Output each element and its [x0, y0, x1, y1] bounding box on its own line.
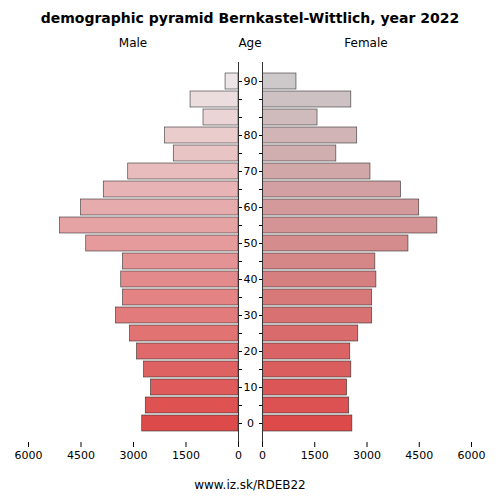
- svg-text:4500: 4500: [405, 449, 433, 462]
- svg-text:1500: 1500: [172, 449, 200, 462]
- html-text:www.iz.sk/RDEB22: www.iz.sk/RDEB22: [194, 478, 306, 492]
- html-text:Female: Female: [344, 36, 388, 50]
- svg-text:3000: 3000: [353, 449, 381, 462]
- svg-text:30: 30: [244, 309, 258, 322]
- svg-text:90: 90: [244, 75, 258, 88]
- svg-text:50: 50: [244, 237, 258, 250]
- svg-text:4500: 4500: [67, 449, 95, 462]
- svg-text:20: 20: [244, 345, 258, 358]
- svg-text:80: 80: [244, 129, 258, 142]
- svg-text:70: 70: [244, 165, 258, 178]
- svg-text:0: 0: [247, 417, 254, 430]
- svg-text:0: 0: [235, 449, 242, 462]
- svg-text:40: 40: [244, 273, 258, 286]
- svg-text:1500: 1500: [301, 449, 329, 462]
- svg-text:60: 60: [244, 201, 258, 214]
- svg-text:0: 0: [259, 449, 266, 462]
- html-text:demographic pyramid Bernkastel: demographic pyramid Bernkastel-Wittlich,…: [40, 10, 460, 26]
- svg-text:6000: 6000: [458, 449, 486, 462]
- html-text:Male: Male: [118, 36, 148, 50]
- svg-text:3000: 3000: [120, 449, 148, 462]
- svg-text:10: 10: [244, 381, 258, 394]
- svg-text:6000: 6000: [15, 449, 43, 462]
- html-text:Age: Age: [238, 36, 262, 50]
